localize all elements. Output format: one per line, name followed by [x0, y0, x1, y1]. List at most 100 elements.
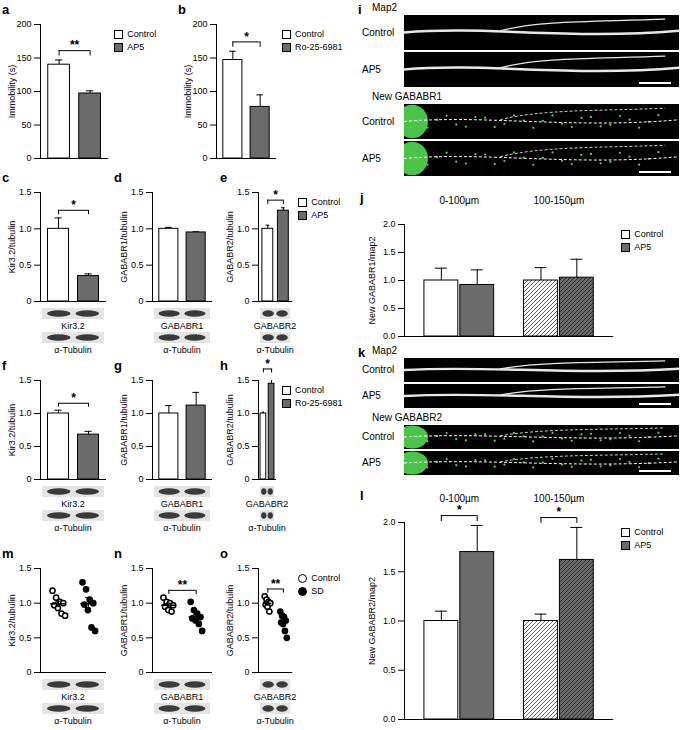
svg-text:50: 50 — [21, 120, 31, 130]
svg-text:**: ** — [70, 38, 80, 52]
svg-text:1.0: 1.0 — [237, 224, 250, 234]
svg-text:0.5: 0.5 — [19, 633, 32, 643]
svg-text:1.5: 1.5 — [131, 563, 144, 573]
svg-text:α-Tubulin: α-Tubulin — [163, 345, 200, 355]
svg-text:*: * — [457, 503, 462, 517]
svg-text:0: 0 — [244, 474, 249, 484]
svg-text:150: 150 — [192, 53, 207, 63]
svg-text:0: 0 — [202, 153, 207, 163]
svg-text:0.5: 0.5 — [237, 441, 250, 451]
svg-text:100-150µm: 100-150µm — [534, 493, 585, 504]
svg-text:1.5: 1.5 — [19, 375, 32, 385]
svg-text:Kir3.2/tubulin: Kir3.2/tubulin — [7, 594, 17, 647]
svg-text:1.0: 1.0 — [19, 408, 32, 418]
svg-text:150: 150 — [16, 53, 31, 63]
svg-text:α-Tubulin: α-Tubulin — [54, 345, 91, 355]
svg-text:**: ** — [271, 577, 281, 591]
svg-text:GABABR2/tubulin: GABABR2/tubulin — [225, 585, 235, 657]
svg-text:50: 50 — [197, 120, 207, 130]
svg-text:*: * — [557, 505, 562, 519]
svg-text:1.0: 1.0 — [131, 408, 144, 418]
svg-text:1.5: 1.5 — [131, 375, 144, 385]
svg-text:0: 0 — [26, 667, 31, 677]
svg-text:1.0: 1.0 — [131, 598, 144, 608]
svg-text:0: 0 — [138, 667, 143, 677]
svg-text:*: * — [71, 391, 76, 405]
svg-text:GABABR2/tubulin: GABABR2/tubulin — [225, 394, 235, 466]
svg-text:Immobility (s): Immobility (s) — [183, 65, 193, 119]
svg-text:0: 0 — [26, 153, 31, 163]
svg-text:GABABR1: GABABR1 — [161, 692, 204, 702]
svg-text:α-Tubulin: α-Tubulin — [163, 716, 200, 726]
svg-text:100: 100 — [16, 86, 31, 96]
svg-text:*: * — [273, 188, 278, 202]
svg-text:α-Tubulin: α-Tubulin — [256, 716, 293, 726]
svg-text:GABABR2: GABABR2 — [254, 321, 297, 331]
svg-text:0: 0 — [138, 296, 143, 306]
svg-text:200: 200 — [16, 19, 31, 29]
svg-text:GABABR1: GABABR1 — [161, 321, 204, 331]
svg-text:GABABR2: GABABR2 — [254, 692, 297, 702]
svg-text:0: 0 — [244, 667, 249, 677]
svg-text:0: 0 — [138, 474, 143, 484]
svg-text:New GABABR2/map2: New GABABR2/map2 — [367, 577, 377, 665]
svg-text:1.5: 1.5 — [19, 187, 32, 197]
svg-text:2.0: 2.0 — [383, 219, 396, 229]
svg-text:0.5: 0.5 — [19, 260, 32, 270]
svg-text:GABABR1: GABABR1 — [161, 499, 204, 509]
svg-text:1.5: 1.5 — [237, 375, 250, 385]
svg-text:0.5: 0.5 — [383, 665, 396, 675]
svg-text:1.0: 1.0 — [383, 275, 396, 285]
svg-text:GABABR1/tubulin: GABABR1/tubulin — [119, 211, 129, 283]
svg-text:1.5: 1.5 — [131, 187, 144, 197]
svg-text:0-100µm: 0-100µm — [439, 195, 479, 206]
svg-text:1.0: 1.0 — [383, 616, 396, 626]
svg-text:1.5: 1.5 — [237, 563, 250, 573]
svg-text:0.5: 0.5 — [237, 260, 250, 270]
svg-text:0.5: 0.5 — [19, 441, 32, 451]
svg-text:α-Tubulin: α-Tubulin — [248, 523, 285, 533]
svg-text:0: 0 — [26, 474, 31, 484]
svg-text:GABABR1/tubulin: GABABR1/tubulin — [119, 394, 129, 466]
svg-text:Kir3.2: Kir3.2 — [61, 499, 85, 509]
svg-text:200: 200 — [192, 19, 207, 29]
svg-text:Kir3.2/tubulin: Kir3.2/tubulin — [7, 404, 17, 457]
svg-text:New GABABR1/map2: New GABABR1/map2 — [367, 236, 377, 324]
svg-text:α-Tubulin: α-Tubulin — [54, 523, 91, 533]
svg-text:α-Tubulin: α-Tubulin — [163, 523, 200, 533]
svg-text:100-150µm: 100-150µm — [534, 195, 585, 206]
svg-text:0: 0 — [26, 296, 31, 306]
svg-text:0: 0 — [244, 296, 249, 306]
svg-text:0.0: 0.0 — [383, 714, 396, 724]
svg-text:1.5: 1.5 — [237, 187, 250, 197]
svg-text:1.5: 1.5 — [383, 567, 396, 577]
svg-text:Kir3.2/tubulin: Kir3.2/tubulin — [7, 221, 17, 274]
svg-text:0.0: 0.0 — [383, 331, 396, 341]
svg-text:GABABR1/tubulin: GABABR1/tubulin — [119, 585, 129, 657]
svg-text:1.5: 1.5 — [19, 563, 32, 573]
svg-text:0-100µm: 0-100µm — [439, 493, 479, 504]
svg-text:Immobility (s): Immobility (s) — [7, 65, 17, 119]
svg-text:0.5: 0.5 — [237, 633, 250, 643]
svg-text:α-Tubulin: α-Tubulin — [256, 345, 293, 355]
svg-text:0.5: 0.5 — [131, 260, 144, 270]
svg-text:1.0: 1.0 — [19, 224, 32, 234]
svg-text:**: ** — [178, 578, 188, 592]
svg-text:100: 100 — [192, 86, 207, 96]
svg-text:α-Tubulin: α-Tubulin — [54, 716, 91, 726]
svg-text:0.5: 0.5 — [383, 303, 396, 313]
svg-text:0.5: 0.5 — [131, 441, 144, 451]
svg-text:2.0: 2.0 — [383, 517, 396, 527]
svg-text:Kir3.2: Kir3.2 — [61, 321, 85, 331]
svg-text:1.0: 1.0 — [237, 408, 250, 418]
svg-text:0.5: 0.5 — [131, 633, 144, 643]
svg-text:*: * — [265, 357, 270, 371]
svg-text:GABABR2/tubulin: GABABR2/tubulin — [225, 211, 235, 283]
svg-text:Kir3.2: Kir3.2 — [61, 692, 85, 702]
svg-text:*: * — [244, 30, 249, 44]
svg-text:1.0: 1.0 — [131, 224, 144, 234]
svg-text:GABABR2: GABABR2 — [246, 499, 289, 509]
svg-text:1.0: 1.0 — [237, 598, 250, 608]
svg-text:1.5: 1.5 — [383, 247, 396, 257]
svg-text:1.0: 1.0 — [19, 598, 32, 608]
